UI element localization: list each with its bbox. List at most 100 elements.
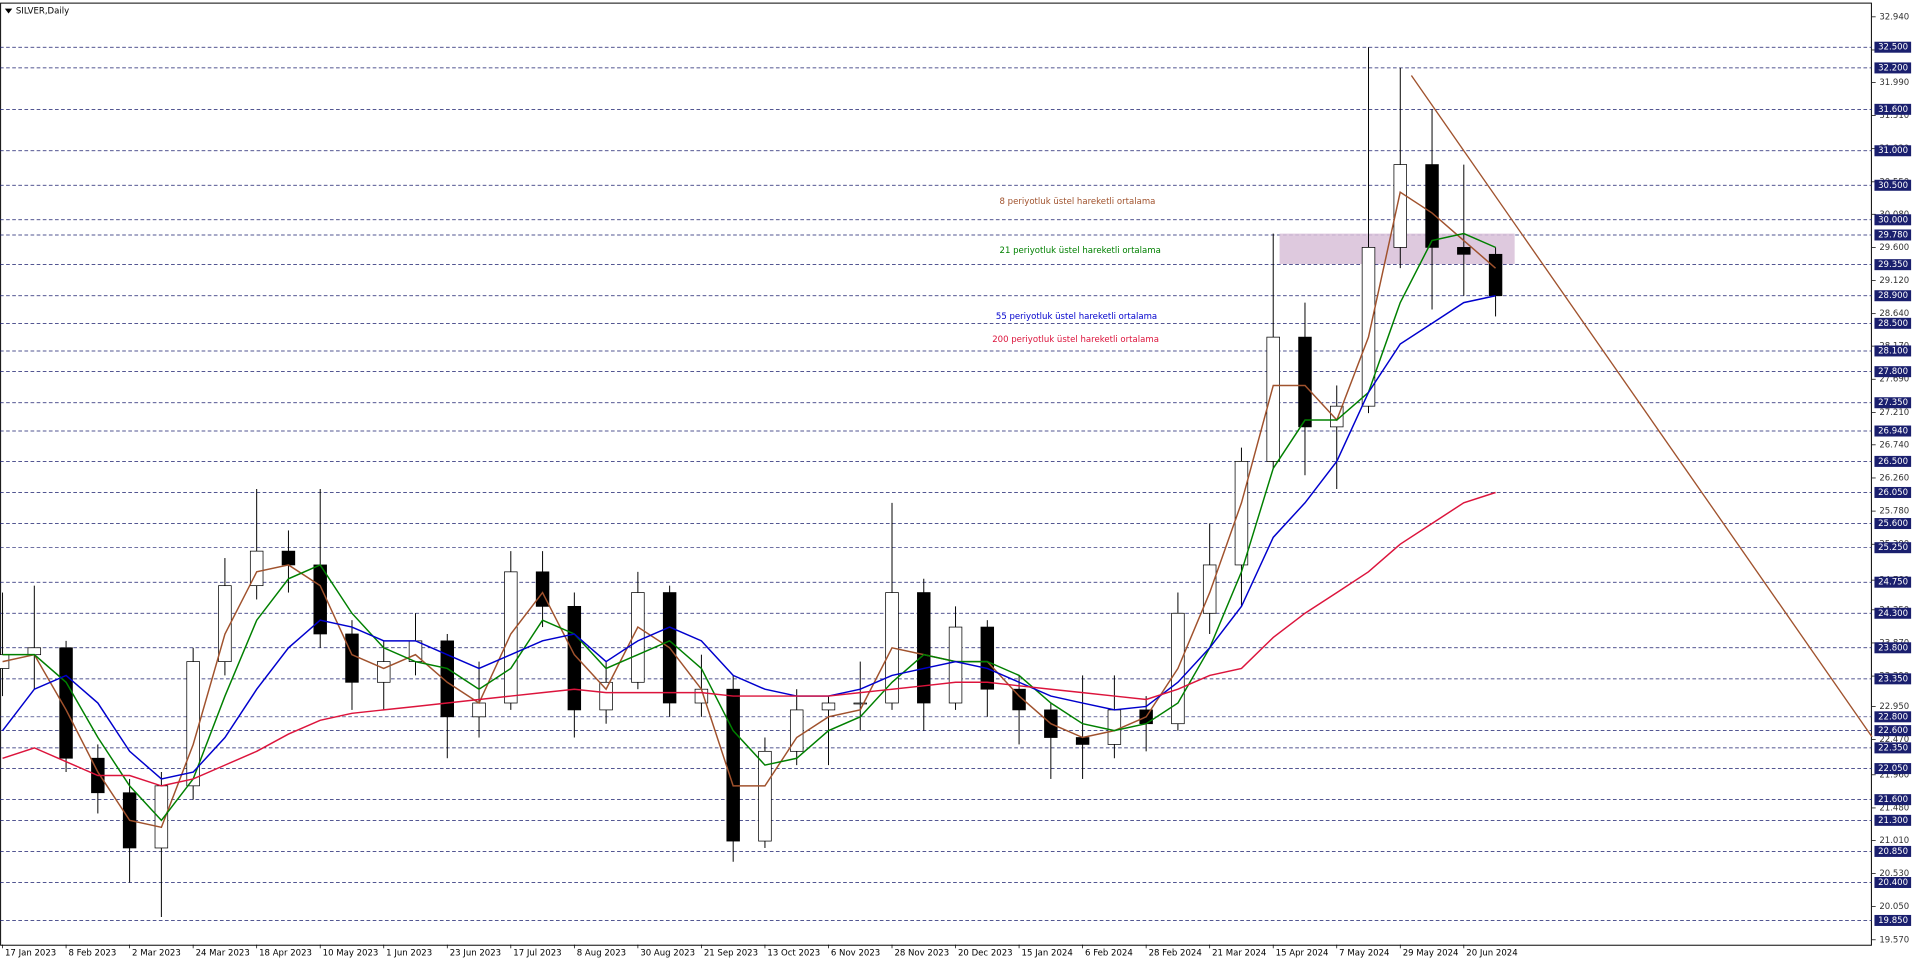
ema-annotation: 55 periyotluk üstel hareketli ortalama (996, 312, 1157, 322)
level-label: 28.500 (1878, 319, 1908, 329)
trendline (1410, 75, 1873, 738)
candle-body (1425, 164, 1439, 248)
level-label: 22.350 (1878, 743, 1908, 753)
y-tick-label: 19.570 (1879, 935, 1909, 945)
level-label-box (1874, 103, 1912, 115)
level-label: 21.600 (1878, 795, 1908, 805)
level-label-box (1874, 876, 1912, 888)
candle-body (440, 640, 454, 718)
x-tick-label: 13 Oct 2023 (767, 949, 820, 959)
level-label: 24.750 (1878, 578, 1908, 588)
x-tick-label: 6 Feb 2024 (1085, 949, 1133, 959)
candle-body (567, 605, 582, 711)
level-label: 29.780 (1878, 230, 1908, 240)
x-tick-label: 6 Nov 2023 (831, 949, 880, 959)
level-label: 21.300 (1878, 816, 1908, 826)
level-label-box (1874, 763, 1912, 775)
x-tick-label: 28 Feb 2024 (1149, 949, 1202, 959)
x-tick-label: 15 Jan 2024 (1022, 949, 1073, 959)
level-label: 22.800 (1878, 712, 1908, 722)
x-tick-label: 8 Aug 2023 (577, 949, 626, 959)
level-label-box (1874, 742, 1912, 754)
y-tick-label: 21.010 (1879, 836, 1909, 846)
candle-body (758, 750, 772, 842)
level-label-box (1874, 62, 1912, 74)
x-tick-label: 2 Mar 2023 (132, 949, 181, 959)
candle-body (1488, 253, 1503, 297)
level-label-box (1874, 814, 1912, 826)
level-label: 26.500 (1878, 457, 1908, 467)
level-label: 30.000 (1878, 215, 1908, 225)
x-tick-label: 21 Mar 2024 (1212, 949, 1266, 959)
x-tick-label: 30 Aug 2023 (640, 949, 695, 959)
level-label-box (1874, 317, 1912, 329)
level-label: 32.500 (1878, 43, 1908, 53)
level-label-box (1874, 542, 1912, 554)
y-tick-label: 29.600 (1879, 243, 1909, 253)
y-tick-label: 22.950 (1879, 702, 1909, 712)
candle-body (345, 633, 359, 683)
level-label: 23.800 (1878, 643, 1908, 653)
level-label: 27.350 (1878, 398, 1908, 408)
level-label-box (1874, 518, 1912, 530)
candle-body (917, 592, 931, 704)
candle-body (980, 626, 995, 690)
candle-body (853, 702, 867, 705)
y-tick-label: 29.120 (1879, 276, 1909, 286)
y-tick-label: 21.480 (1879, 803, 1909, 813)
x-tick-label: 20 Jun 2024 (1466, 949, 1517, 959)
level-label-box (1874, 179, 1912, 191)
y-tick-label: 21.960 (1879, 770, 1909, 780)
x-tick-label: 23 Jun 2023 (450, 949, 501, 959)
candle-body (1012, 688, 1026, 711)
y-tick-label: 31.990 (1879, 78, 1909, 88)
ema-annotation: 200 periyotluk üstel hareketli ortalama (992, 335, 1159, 345)
level-label: 22.050 (1878, 764, 1908, 774)
candle-body (1393, 164, 1407, 248)
candle-body (948, 626, 963, 704)
y-tick-label: 28.640 (1879, 309, 1909, 319)
plot-frame (0, 2, 1872, 946)
y-tick-label: 25.780 (1879, 507, 1909, 517)
level-label-box (1874, 914, 1912, 926)
level-label: 22.600 (1878, 726, 1908, 736)
candle-body (1075, 737, 1090, 745)
candle-body (504, 571, 518, 704)
candle-body (472, 702, 486, 718)
level-label: 27.800 (1878, 367, 1908, 377)
x-tick-label: 15 Apr 2024 (1276, 949, 1329, 959)
menu-triangle (4, 8, 13, 14)
x-tick-label: 17 Jan 2023 (5, 949, 56, 959)
level-label-box (1874, 725, 1912, 737)
y-tick-label: 22.470 (1879, 735, 1909, 745)
x-tick-label: 1 Jun 2023 (386, 949, 432, 959)
level-label-box (1874, 345, 1912, 357)
level-label-box (1874, 145, 1912, 157)
level-label-box (1874, 576, 1912, 588)
level-label: 20.850 (1878, 847, 1908, 857)
y-tick-label: 27.210 (1879, 408, 1909, 418)
level-label: 31.000 (1878, 146, 1908, 156)
x-tick-label: 7 May 2024 (1339, 949, 1389, 959)
candle-body (27, 647, 42, 656)
level-label: 31.600 (1878, 105, 1908, 115)
level-label: 28.100 (1878, 346, 1908, 356)
level-label-box (1874, 642, 1912, 654)
level-label-box (1874, 259, 1912, 271)
level-label: 30.500 (1878, 181, 1908, 191)
y-tick-label: 20.530 (1879, 869, 1909, 879)
candle-body (1202, 564, 1217, 614)
y-tick-label: 31.510 (1879, 111, 1909, 121)
candle-body (726, 688, 740, 842)
level-label-box (1874, 366, 1912, 378)
x-tick-label: 10 May 2023 (323, 949, 379, 959)
candle-body (1361, 247, 1376, 407)
ema-annotation: 21 periyotluk üstel hareketli ortalama (1000, 246, 1161, 256)
candle-body (1107, 709, 1122, 745)
level-label: 25.600 (1878, 519, 1908, 529)
level-label: 23.350 (1878, 674, 1908, 684)
level-label: 20.400 (1878, 878, 1908, 888)
level-label-box (1874, 397, 1912, 409)
candle-body (1457, 247, 1471, 255)
